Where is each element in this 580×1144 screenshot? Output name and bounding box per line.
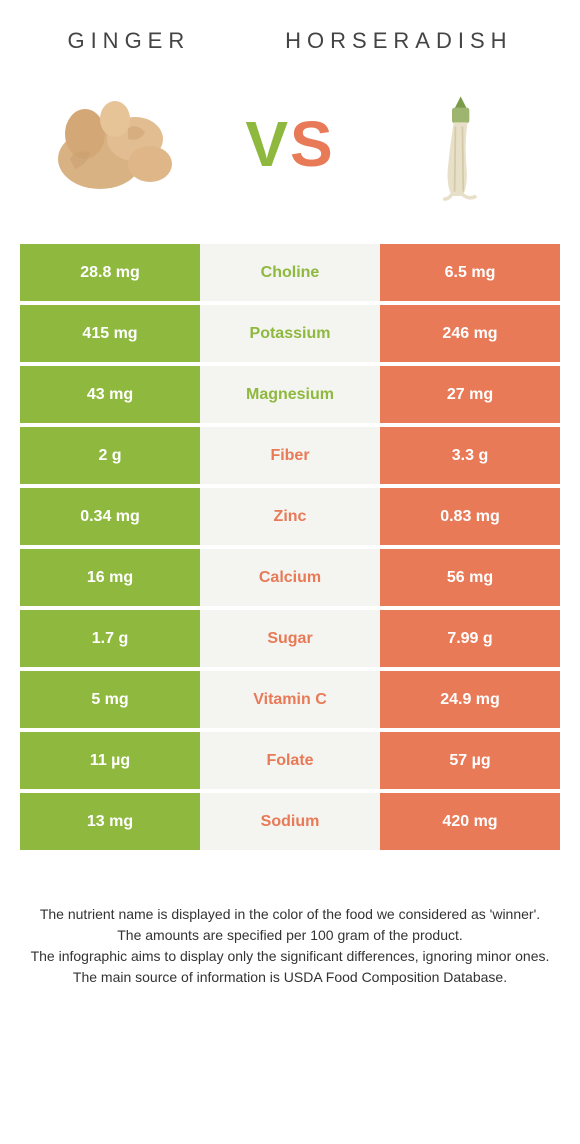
left-value: 415 mg: [20, 305, 200, 362]
right-value: 246 mg: [380, 305, 560, 362]
left-value: 13 mg: [20, 793, 200, 850]
left-food-title: Ginger: [67, 28, 190, 54]
left-value: 16 mg: [20, 549, 200, 606]
nutrient-name: Magnesium: [200, 366, 380, 423]
table-row: 28.8 mgCholine6.5 mg: [20, 244, 560, 301]
right-value: 27 mg: [380, 366, 560, 423]
nutrient-name: Sodium: [200, 793, 380, 850]
left-value: 0.34 mg: [20, 488, 200, 545]
left-value: 43 mg: [20, 366, 200, 423]
table-row: 11 µgFolate57 µg: [20, 732, 560, 789]
table-row: 13 mgSodium420 mg: [20, 793, 560, 850]
table-row: 43 mgMagnesium27 mg: [20, 366, 560, 423]
table-row: 0.34 mgZinc0.83 mg: [20, 488, 560, 545]
footnote-line: The amounts are specified per 100 gram o…: [30, 925, 550, 946]
nutrient-name: Choline: [200, 244, 380, 301]
left-value: 28.8 mg: [20, 244, 200, 301]
vs-s-letter: S: [290, 108, 335, 180]
vs-v-letter: V: [245, 108, 290, 180]
right-value: 0.83 mg: [380, 488, 560, 545]
table-row: 2 gFiber3.3 g: [20, 427, 560, 484]
right-value: 6.5 mg: [380, 244, 560, 301]
nutrient-name: Zinc: [200, 488, 380, 545]
right-value: 56 mg: [380, 549, 560, 606]
left-value: 1.7 g: [20, 610, 200, 667]
right-food-title: Horseradish: [285, 28, 512, 54]
nutrient-name: Potassium: [200, 305, 380, 362]
nutrient-name: Vitamin C: [200, 671, 380, 728]
left-value: 5 mg: [20, 671, 200, 728]
table-row: 5 mgVitamin C24.9 mg: [20, 671, 560, 728]
right-value: 57 µg: [380, 732, 560, 789]
footnote-line: The nutrient name is displayed in the co…: [30, 904, 550, 925]
nutrient-name: Calcium: [200, 549, 380, 606]
footnote-line: The infographic aims to display only the…: [30, 946, 550, 967]
right-value: 7.99 g: [380, 610, 560, 667]
nutrient-name: Fiber: [200, 427, 380, 484]
nutrient-table: 28.8 mgCholine6.5 mg415 mgPotassium246 m…: [0, 244, 580, 854]
nutrient-name: Sugar: [200, 610, 380, 667]
table-row: 16 mgCalcium56 mg: [20, 549, 560, 606]
comparison-infographic: Ginger Horseradish VS: [0, 0, 580, 1008]
left-value: 2 g: [20, 427, 200, 484]
vs-label: VS: [245, 107, 334, 181]
right-value: 24.9 mg: [380, 671, 560, 728]
header-row: Ginger Horseradish: [0, 0, 580, 64]
left-value: 11 µg: [20, 732, 200, 789]
table-row: 415 mgPotassium246 mg: [20, 305, 560, 362]
footnote-text: The nutrient name is displayed in the co…: [0, 854, 580, 1008]
nutrient-name: Folate: [200, 732, 380, 789]
images-row: VS: [0, 64, 580, 244]
footnote-line: The main source of information is USDA F…: [30, 967, 550, 988]
right-value: 3.3 g: [380, 427, 560, 484]
right-value: 420 mg: [380, 793, 560, 850]
horseradish-image: [390, 74, 540, 214]
ginger-image: [40, 74, 190, 214]
table-row: 1.7 gSugar7.99 g: [20, 610, 560, 667]
